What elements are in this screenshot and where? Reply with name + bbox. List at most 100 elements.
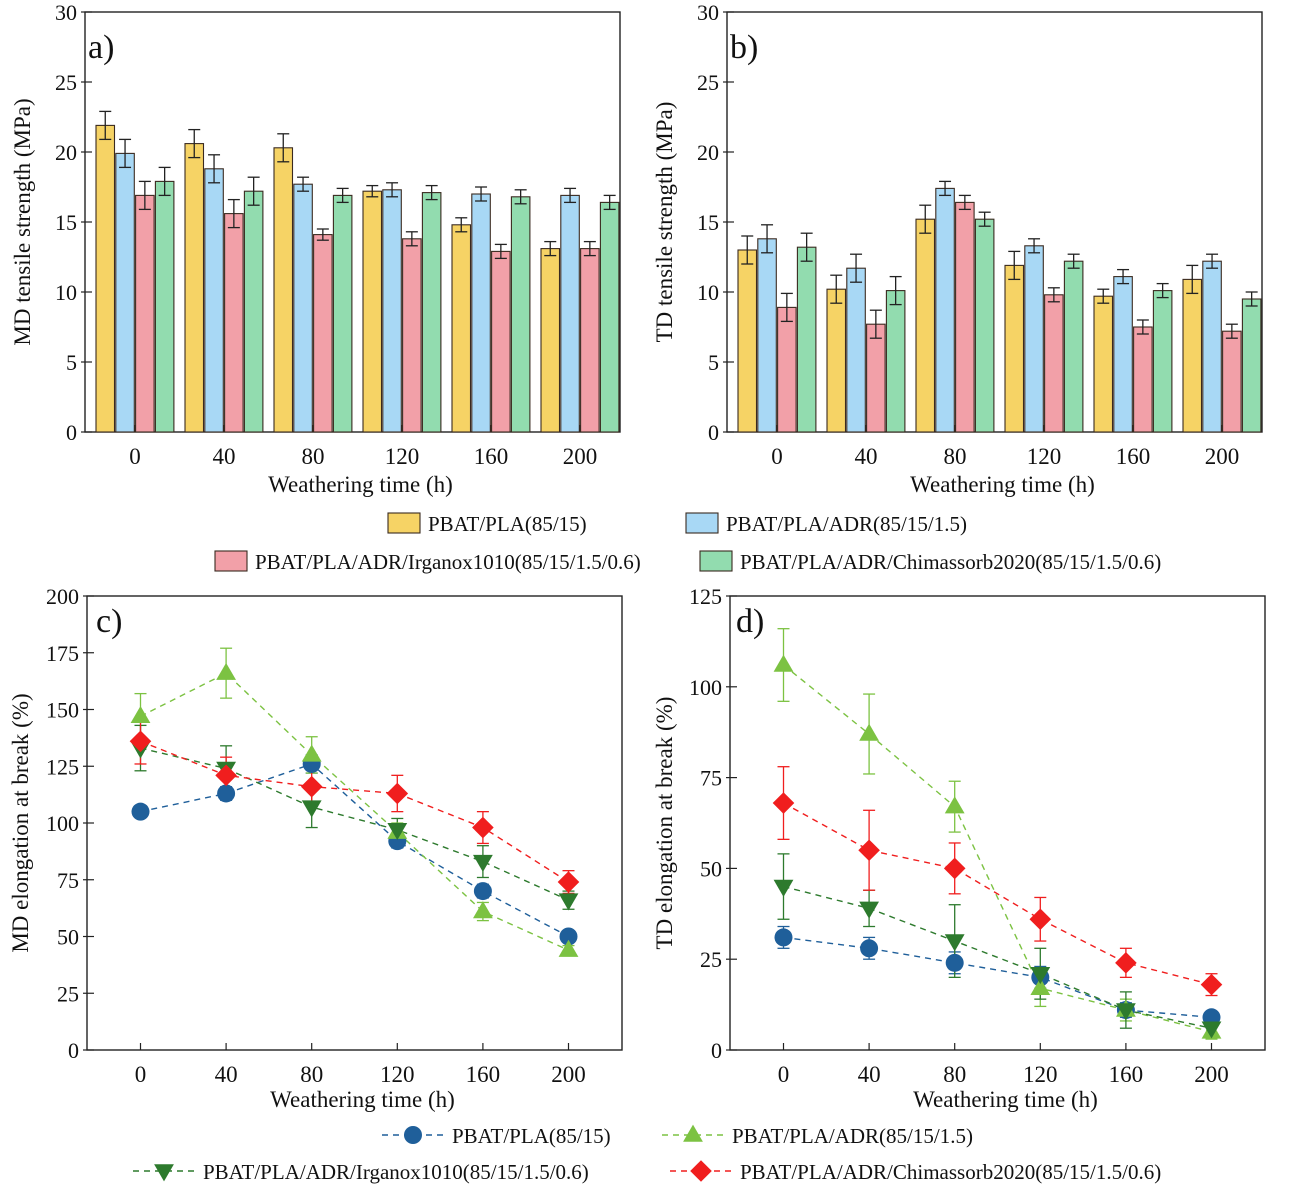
plot-frame <box>729 595 1266 1051</box>
x-axis-label: Weathering time (h) <box>910 472 1095 497</box>
marker-triangle-up <box>1030 977 1051 996</box>
bar <box>471 193 491 433</box>
bar <box>313 234 333 433</box>
marker-diamond <box>215 764 237 787</box>
series-line <box>140 763 569 938</box>
y-tick-label: 25 <box>57 981 79 1006</box>
bar <box>1024 245 1044 433</box>
bar <box>293 183 313 433</box>
bar <box>273 147 294 433</box>
marker-triangle-down <box>944 934 965 952</box>
marker-triangle-down <box>558 893 579 911</box>
marker-circle <box>131 802 150 821</box>
x-tick-label: 160 <box>466 1062 501 1087</box>
y-tick-label: 15 <box>697 210 719 235</box>
x-tick-label: 80 <box>302 444 325 469</box>
y-tick-label: 25 <box>697 70 719 95</box>
legend-label: PBAT/PLA/ADR/Irganox1010(85/15/1.5/0.6) <box>255 550 641 574</box>
y-tick-label: 100 <box>689 675 722 700</box>
x-tick-label: 160 <box>474 444 509 469</box>
series-line <box>783 936 1212 1019</box>
y-tick-label: 30 <box>55 0 77 25</box>
x-tick-label: 40 <box>215 1062 238 1087</box>
bar <box>1182 278 1203 433</box>
y-tick-label: 0 <box>66 420 77 445</box>
bar <box>1202 260 1222 433</box>
marker-circle <box>774 928 793 947</box>
x-tick-label: 0 <box>135 1062 147 1087</box>
legend-swatch <box>214 550 248 572</box>
series-line <box>140 672 569 951</box>
bar <box>451 224 472 433</box>
marker-triangle-up <box>683 1124 703 1142</box>
marker-triangle-down <box>859 901 879 919</box>
y-tick-label: 200 <box>46 584 79 609</box>
x-tick-label: 80 <box>944 444 967 469</box>
y-tick-label: 100 <box>46 811 79 836</box>
panel-b: 0 5 10 15 20 25 30 TD tensile strength (MPa) Wea… <box>652 0 1263 497</box>
marker-triangle-down <box>473 854 493 872</box>
x-tick-label: 200 <box>1194 1062 1229 1087</box>
marker-diamond <box>772 792 795 814</box>
bar <box>599 201 620 433</box>
plot-frame <box>86 595 623 1051</box>
y-tick-label: 0 <box>68 1038 79 1063</box>
bar <box>737 249 758 433</box>
bar <box>1044 294 1064 433</box>
x-axis-label: Weathering time (h) <box>268 472 453 497</box>
x-tick-label: 0 <box>771 444 783 469</box>
y-tick-label: 75 <box>700 766 722 791</box>
bar <box>184 143 205 433</box>
marker-diamond <box>386 782 409 805</box>
bar <box>510 196 531 433</box>
x-tick-label: 40 <box>858 1062 881 1087</box>
legend-swatch <box>685 512 719 534</box>
marker-diamond <box>557 871 580 893</box>
bar <box>846 267 866 433</box>
bar <box>935 187 955 433</box>
marker-circle <box>945 953 964 972</box>
legend-label: PBAT/PLA/ADR/Chimassorb2020(85/15/1.5/0.… <box>740 1160 1161 1184</box>
marker-diamond <box>472 816 494 839</box>
marker-diamond <box>1200 973 1223 996</box>
series-line <box>140 740 569 883</box>
y-tick-label: 50 <box>700 856 722 881</box>
legend-swatch <box>699 550 733 572</box>
y-tick-label: 150 <box>46 698 79 723</box>
panel-a: 0 5 10 15 20 25 30 MD tensile strength (MPa) Wea… <box>10 0 621 497</box>
bar <box>885 290 906 433</box>
marker-diamond <box>300 775 323 798</box>
series-line <box>783 802 1212 986</box>
panel-c: 0 25 50 75 100 125 150 175 200 MD elongation at b… <box>8 584 623 1112</box>
x-tick-label: 200 <box>1205 444 1240 469</box>
x-tick-label: 80 <box>300 1062 323 1087</box>
marker-circle <box>404 1126 422 1144</box>
x-tick-label: 160 <box>1116 444 1151 469</box>
marker-circle <box>559 927 578 946</box>
x-tick-label: 200 <box>563 444 598 469</box>
panel-label: a) <box>88 29 114 66</box>
x-tick-label: 0 <box>778 1062 790 1087</box>
marker-triangle-up <box>301 744 322 762</box>
marker-circle <box>217 784 236 803</box>
legend-label: PBAT/PLA/ADR(85/15/1.5) <box>726 512 967 536</box>
bar <box>224 213 244 433</box>
bar <box>540 248 561 433</box>
bar <box>955 201 975 433</box>
bar <box>757 238 777 433</box>
x-tick-label: 40 <box>855 444 878 469</box>
y-tick-label: 10 <box>697 280 719 305</box>
y-tick-label: 0 <box>708 420 719 445</box>
marker-diamond <box>943 857 966 880</box>
marker-triangle-up <box>773 654 794 672</box>
bar <box>1063 260 1084 433</box>
y-tick-label: 50 <box>57 925 79 950</box>
marker-triangle-up <box>216 662 236 680</box>
marker-triangle-up <box>130 705 151 724</box>
marker-diamond <box>858 839 880 862</box>
marker-triangle-down <box>773 879 794 897</box>
legend-label: PBAT/PLA(85/15) <box>452 1124 611 1148</box>
line-legend: PBAT/PLA(85/15) PBAT/PLA/ADR(85/15/1.5) PB… <box>133 1124 1161 1184</box>
bar <box>1004 264 1025 433</box>
y-tick-label: 25 <box>700 947 722 972</box>
